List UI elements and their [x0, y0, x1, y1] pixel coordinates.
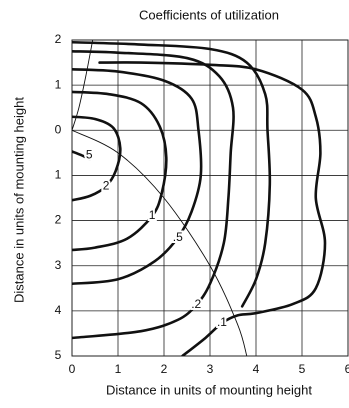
contour-line	[72, 49, 235, 340]
contour-label: 5	[86, 147, 93, 161]
contour-line	[98, 61, 327, 356]
contour-line	[72, 115, 122, 202]
contour-line	[72, 68, 203, 286]
contour-label: .5	[173, 230, 183, 244]
y-tick-label: 4	[55, 303, 62, 317]
contour-line	[72, 150, 91, 161]
plot-border	[71, 39, 349, 357]
x-tick-label: 2	[161, 362, 168, 376]
y-tick-label: 1	[55, 77, 62, 91]
chart-title: Coefficients of utilization	[139, 7, 279, 22]
x-tick-label: 6	[345, 362, 349, 376]
plot-area	[72, 40, 327, 356]
y-tick-label: 2	[55, 32, 62, 46]
y-tick-label: 5	[55, 348, 62, 362]
y-tick-label: 2	[55, 213, 62, 227]
x-tick-label: 0	[69, 362, 76, 376]
x-tick-label: 3	[207, 362, 214, 376]
y-tick-label: 1	[55, 168, 62, 182]
y-tick-label: 3	[55, 258, 62, 272]
contour-line	[72, 90, 168, 252]
y-tick-label: 0	[55, 122, 62, 136]
x-tick-label: 1	[115, 362, 122, 376]
contour-line	[72, 40, 272, 308]
cutoff-curve	[72, 129, 248, 356]
x-axis-label: Distance in units of mounting height	[106, 382, 312, 397]
contour-label: .1	[217, 315, 227, 329]
x-tick-label: 5	[299, 362, 306, 376]
x-tick-label: 4	[253, 362, 260, 376]
contour-label: 2	[103, 178, 110, 192]
y-axis-label: Distance in units of mounting height	[11, 97, 26, 303]
contour-label: 1	[149, 208, 156, 222]
contour-label: .2	[191, 297, 201, 311]
